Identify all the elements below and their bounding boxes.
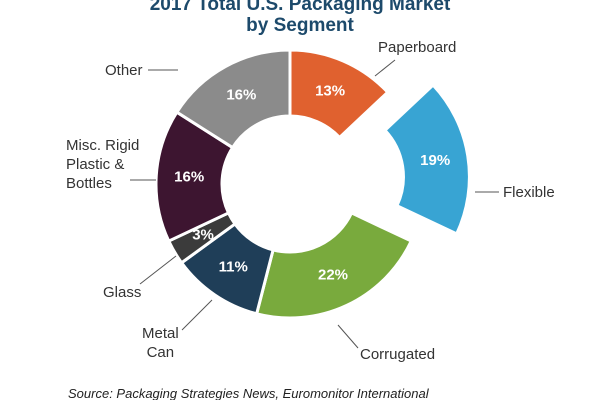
leader-line (337, 324, 359, 349)
category-label: Glass (103, 284, 142, 301)
donut-slice (174, 48, 292, 150)
donut-slice (382, 82, 471, 236)
category-label: Paperboard (378, 39, 457, 56)
value-label: 19% (420, 152, 450, 169)
category-label: Misc. Rigid Plastic & Bottles (66, 137, 140, 192)
category-label: Other (105, 62, 143, 79)
value-label: 3% (192, 226, 214, 243)
value-label: 16% (226, 86, 256, 103)
chart-title: 2017 Total U.S. Packaging Market (149, 0, 451, 15)
leader-line (139, 255, 177, 285)
donut-slice (288, 48, 390, 140)
value-label: 13% (315, 82, 345, 99)
source-note: Source: Packaging Strategies News, Eurom… (68, 386, 429, 400)
category-label: Flexible (503, 184, 555, 201)
category-label: Corrugated (360, 346, 436, 363)
category-label: Metal Can (142, 325, 179, 361)
value-label: 22% (318, 266, 348, 283)
value-label: 16% (174, 169, 204, 186)
chart-title: by Segment (246, 15, 354, 36)
leader-line (181, 299, 213, 331)
value-label: 11% (219, 259, 248, 276)
leader-line (374, 59, 396, 77)
donut-slice (254, 210, 414, 320)
